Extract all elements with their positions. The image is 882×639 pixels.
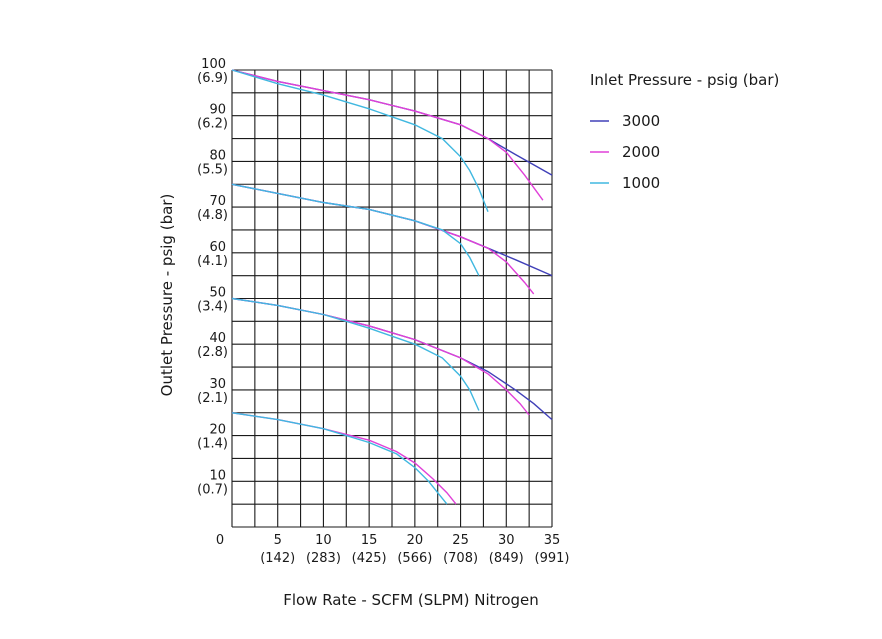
y-tick-sublabel: (1.4) [197,437,228,452]
legend-title: Inlet Pressure - psig (bar) [590,71,779,89]
x-tick-label: 15 [361,533,378,548]
y-tick-label: 60 [209,240,226,255]
series-line-1000-100 [231,69,489,212]
legend-entries: 3000 2000 1000 [590,112,660,192]
x-tick-label: 30 [498,533,515,548]
y-tick-label: 20 [209,423,226,438]
legend: Inlet Pressure - psig (bar) 3000 2000 1000 [590,71,779,192]
series-line-2000-50 [231,297,530,416]
y-tick-sublabel: (6.9) [197,71,228,86]
x-tick-sublabel: (142) [260,551,295,566]
y-tick-sublabel: (2.1) [197,391,228,406]
y-tick-label: 30 [209,377,226,392]
y-tick-sublabel: (4.8) [197,208,228,223]
origin-label: 0 [216,533,224,548]
y-tick-sublabel: (5.5) [197,162,228,177]
plot-grid [231,69,553,528]
series-line-1000-50 [231,297,480,411]
x-tick-label: 25 [452,533,469,548]
x-tick-sublabel: (991) [535,551,570,566]
y-tick-label: 100 [201,57,226,72]
x-tick-sublabel: (283) [306,551,341,566]
y-tick-label: 10 [209,468,226,483]
series-line-1000-25 [231,412,448,505]
legend-label-2000: 2000 [622,143,660,161]
y-tick-sublabel: (2.8) [197,345,228,360]
series-line-1000-75 [231,183,480,276]
axis-ticks: 100(6.9)90(6.2)80(5.5)70(4.8)60(4.1)50(3… [197,57,569,566]
plot-series [231,69,553,505]
x-tick-label: 10 [315,533,332,548]
legend-label-3000: 3000 [622,112,660,130]
y-tick-sublabel: (4.1) [197,254,228,269]
y-tick-label: 90 [209,103,226,118]
y-axis-title: Outlet Pressure - psig (bar) [158,194,176,397]
x-tick-label: 35 [544,533,561,548]
y-tick-label: 50 [209,286,226,301]
y-tick-label: 40 [209,331,226,346]
x-tick-sublabel: (566) [397,551,432,566]
x-axis-title: Flow Rate - SCFM (SLPM) Nitrogen [283,591,539,609]
series-line-2000-100 [231,69,544,201]
x-tick-sublabel: (425) [352,551,387,566]
y-tick-sublabel: (6.2) [197,117,228,132]
y-tick-label: 70 [209,194,226,209]
y-tick-label: 80 [209,148,226,163]
x-tick-sublabel: (849) [489,551,524,566]
y-tick-sublabel: (0.7) [197,482,228,497]
x-tick-label: 20 [407,533,424,548]
y-tick-sublabel: (3.4) [197,300,228,315]
x-tick-sublabel: (708) [443,551,478,566]
legend-label-1000: 1000 [622,174,660,192]
x-tick-label: 5 [274,533,282,548]
